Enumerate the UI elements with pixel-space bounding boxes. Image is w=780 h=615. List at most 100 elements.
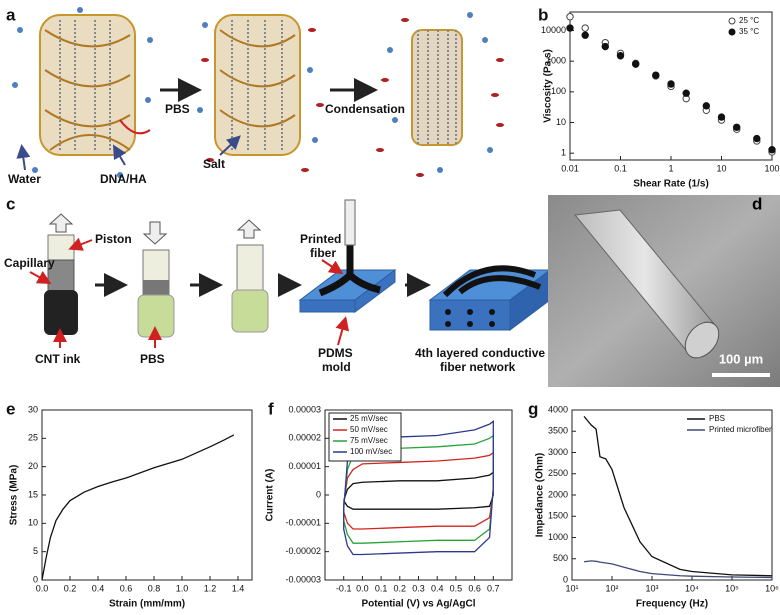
- y-axis-label: Viscosity (Pa.s): [543, 49, 554, 123]
- x-tick-label: 1.0: [176, 583, 189, 593]
- x-tick-label: 0.2: [64, 583, 77, 593]
- point: [616, 52, 625, 60]
- point: [581, 31, 589, 39]
- plot-frame: [41, 409, 253, 581]
- label: CNT ink: [35, 352, 81, 366]
- y-tick-label: -0.00003: [285, 574, 321, 584]
- y-tick-label: 10: [28, 518, 38, 528]
- pointer: [29, 271, 52, 284]
- pointer: [321, 259, 344, 275]
- pointer: [112, 144, 127, 166]
- y-tick-label: 5: [33, 546, 38, 556]
- y-tick-label: 20: [28, 461, 38, 471]
- y-tick-label: 3500: [548, 426, 568, 436]
- x-tick-label: 0.4: [431, 583, 444, 593]
- point: [566, 13, 574, 21]
- x-tick-label: 10³: [645, 583, 658, 593]
- fiber-end: [684, 321, 720, 359]
- label: Salt: [203, 157, 225, 171]
- x-axis-label: Strain (mm/mm): [109, 599, 185, 610]
- panel-label: f: [268, 399, 274, 418]
- scale-label: 100 µm: [719, 351, 763, 366]
- y-tick-label: 1: [561, 148, 566, 158]
- label: PBS: [165, 102, 190, 116]
- y-tick-label: 15: [28, 489, 38, 499]
- point: [601, 42, 609, 51]
- x-tick-label: -0.1: [336, 583, 352, 593]
- x-tick-label: 10⁶: [765, 583, 779, 593]
- label: fiber network: [440, 360, 516, 374]
- point: [632, 60, 640, 68]
- series-line: [583, 560, 773, 579]
- legend-label: 35 °C: [739, 27, 759, 36]
- legend-label: 100 mV/sec: [350, 447, 392, 456]
- y-tick-label: 30: [28, 404, 38, 414]
- x-axis-label: Frequency (Hz): [636, 599, 708, 610]
- x-tick-label: 1.4: [232, 583, 245, 593]
- legend-label: 75 mV/sec: [350, 436, 388, 445]
- x-tick-label: 0.8: [148, 583, 161, 593]
- legend-marker: [728, 28, 736, 36]
- pointer: [68, 237, 93, 251]
- x-tick-label: 0.0: [36, 583, 49, 593]
- label: Water: [8, 172, 41, 186]
- point: [753, 134, 761, 143]
- series-line: [583, 415, 773, 577]
- panel-label: d: [752, 194, 762, 213]
- syringe: [137, 221, 175, 338]
- panel-label: g: [528, 399, 538, 418]
- y-tick-label: 0: [316, 489, 321, 499]
- salt-dots: [201, 18, 504, 177]
- label: PDMS: [318, 346, 353, 360]
- x-tick-label: 10¹: [565, 583, 578, 593]
- x-tick-label: 0.6: [120, 583, 133, 593]
- label: Printed: [300, 232, 341, 246]
- label: mold: [322, 360, 351, 374]
- x-tick-label: 0.0: [356, 583, 369, 593]
- label: Piston: [95, 232, 132, 246]
- x-tick-label: 0.6: [468, 583, 481, 593]
- label: Condensation: [325, 102, 405, 116]
- panel-label: c: [6, 194, 15, 213]
- point: [702, 102, 710, 110]
- y-tick-label: 0.00001: [288, 461, 321, 471]
- x-tick-label: 10⁴: [685, 583, 699, 593]
- y-tick-label: 0: [563, 574, 568, 584]
- x-tick-label: 10: [716, 163, 726, 173]
- legend-label: 25 mV/sec: [350, 414, 388, 423]
- panel-label: e: [6, 399, 15, 418]
- plot-frame: [571, 409, 773, 581]
- point: [717, 113, 726, 121]
- x-tick-label: 0.7: [487, 583, 500, 593]
- series-line: [343, 471, 494, 510]
- pointer: [335, 316, 350, 346]
- point: [733, 123, 741, 131]
- y-tick-label: 0: [33, 574, 38, 584]
- point: [682, 89, 690, 97]
- x-tick-label: 0.1: [375, 583, 388, 593]
- y-tick-label: 25: [28, 433, 38, 443]
- x-axis-label: Potential (V) vs Ag/AgCl: [361, 599, 475, 610]
- x-tick-label: 0.3: [412, 583, 425, 593]
- legend-marker: [728, 17, 736, 25]
- legend-label: PBS: [709, 414, 725, 423]
- y-axis-label: Impedance (Ohm): [535, 453, 546, 537]
- panel-a: a Water DNA/HA PBS Salt Condensation: [6, 5, 504, 186]
- x-tick-label: 1.2: [204, 583, 217, 593]
- point: [652, 71, 660, 79]
- y-tick-label: -0.00001: [285, 518, 321, 528]
- x-tick-label: 100: [764, 163, 779, 173]
- mold: [298, 199, 397, 313]
- panel-d: d 100 µm: [548, 194, 780, 387]
- label: PBS: [140, 352, 165, 366]
- series-line: [343, 451, 494, 530]
- x-axis-label: Shear Rate (1/s): [633, 179, 709, 190]
- point: [768, 145, 776, 154]
- syringe: [231, 219, 269, 333]
- point: [581, 24, 589, 32]
- panel-c: c Piston Capillary CNT ink PBS Printed f…: [4, 194, 552, 374]
- pointer: [16, 144, 31, 171]
- dna-bundle: [39, 14, 151, 156]
- dna-bundle: [214, 14, 301, 156]
